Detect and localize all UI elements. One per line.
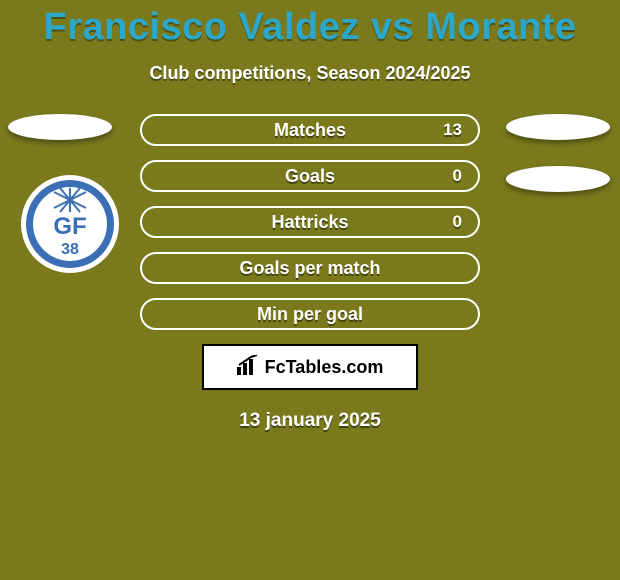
- stat-value-right: 0: [453, 212, 462, 232]
- stat-value-right: 0: [453, 166, 462, 186]
- player-left-oval: [8, 114, 112, 140]
- stat-label: Goals per match: [239, 258, 380, 279]
- stat-label: Matches: [274, 120, 346, 141]
- stat-value-right: 13: [443, 120, 462, 140]
- stat-row: Goals 0: [140, 160, 480, 192]
- player-right-oval-2: [506, 166, 610, 192]
- club-badge: GF 38: [20, 174, 120, 274]
- stat-row: Goals per match: [140, 252, 480, 284]
- stat-label: Hattricks: [271, 212, 348, 233]
- date-text: 13 january 2025: [0, 410, 620, 432]
- page-title: Francisco Valdez vs Morante: [0, 0, 620, 49]
- player-right-oval-1: [506, 114, 610, 140]
- comparison-content: GF 38 Matches 13 Goals 0 Hattricks 0 Goa…: [0, 114, 620, 432]
- source-logo-text: FcTables.com: [265, 357, 384, 378]
- stat-rows: Matches 13 Goals 0 Hattricks 0 Goals per…: [140, 114, 480, 330]
- bar-chart-icon: [237, 355, 259, 380]
- subtitle: Club competitions, Season 2024/2025: [0, 63, 620, 84]
- stat-label: Min per goal: [257, 304, 363, 325]
- svg-text:GF: GF: [53, 213, 86, 240]
- svg-text:38: 38: [61, 241, 79, 258]
- stat-row: Min per goal: [140, 298, 480, 330]
- source-logo-box: FcTables.com: [202, 344, 418, 390]
- stat-row: Matches 13: [140, 114, 480, 146]
- stat-label: Goals: [285, 166, 335, 187]
- stat-row: Hattricks 0: [140, 206, 480, 238]
